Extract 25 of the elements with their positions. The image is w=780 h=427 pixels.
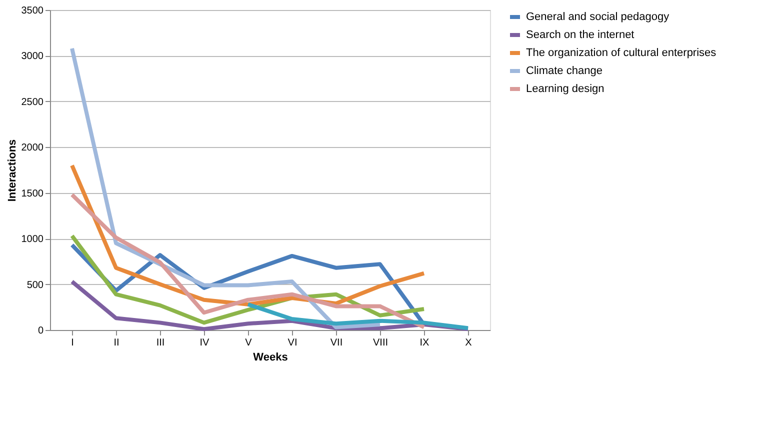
- legend-label: General and social pedagogy: [526, 11, 670, 23]
- x-tick-label: IV: [200, 338, 210, 348]
- y-tick-label: 0: [38, 326, 44, 336]
- x-tick-label: VI: [288, 338, 298, 348]
- y-tick-label: 2000: [21, 142, 44, 154]
- x-axis-title: Weeks: [253, 352, 288, 364]
- y-axis-title: Interactions: [6, 139, 18, 202]
- y-tick-label: 1000: [21, 234, 44, 246]
- legend-label: The organization of cultural enterprises: [526, 47, 717, 59]
- x-tick-label: VII: [330, 338, 343, 348]
- y-tick-label: 2500: [21, 96, 44, 108]
- y-tick-label: 3500: [21, 6, 44, 16]
- legend-label: Search on the internet: [526, 29, 634, 41]
- legend-label: Learning design: [526, 83, 604, 95]
- x-tick-label: I: [71, 338, 74, 348]
- x-tick-label: IX: [420, 338, 430, 348]
- legend-label: Climate change: [526, 65, 602, 77]
- y-tick-label: 500: [26, 280, 44, 291]
- y-tick-label: 3000: [21, 51, 44, 62]
- x-tick-label: III: [156, 338, 165, 348]
- y-tick-label: 1500: [21, 188, 44, 200]
- x-tick-label: II: [114, 338, 120, 348]
- x-tick-label: X: [465, 338, 472, 348]
- x-tick-label: VIII: [372, 338, 388, 348]
- x-tick-label: V: [245, 338, 252, 348]
